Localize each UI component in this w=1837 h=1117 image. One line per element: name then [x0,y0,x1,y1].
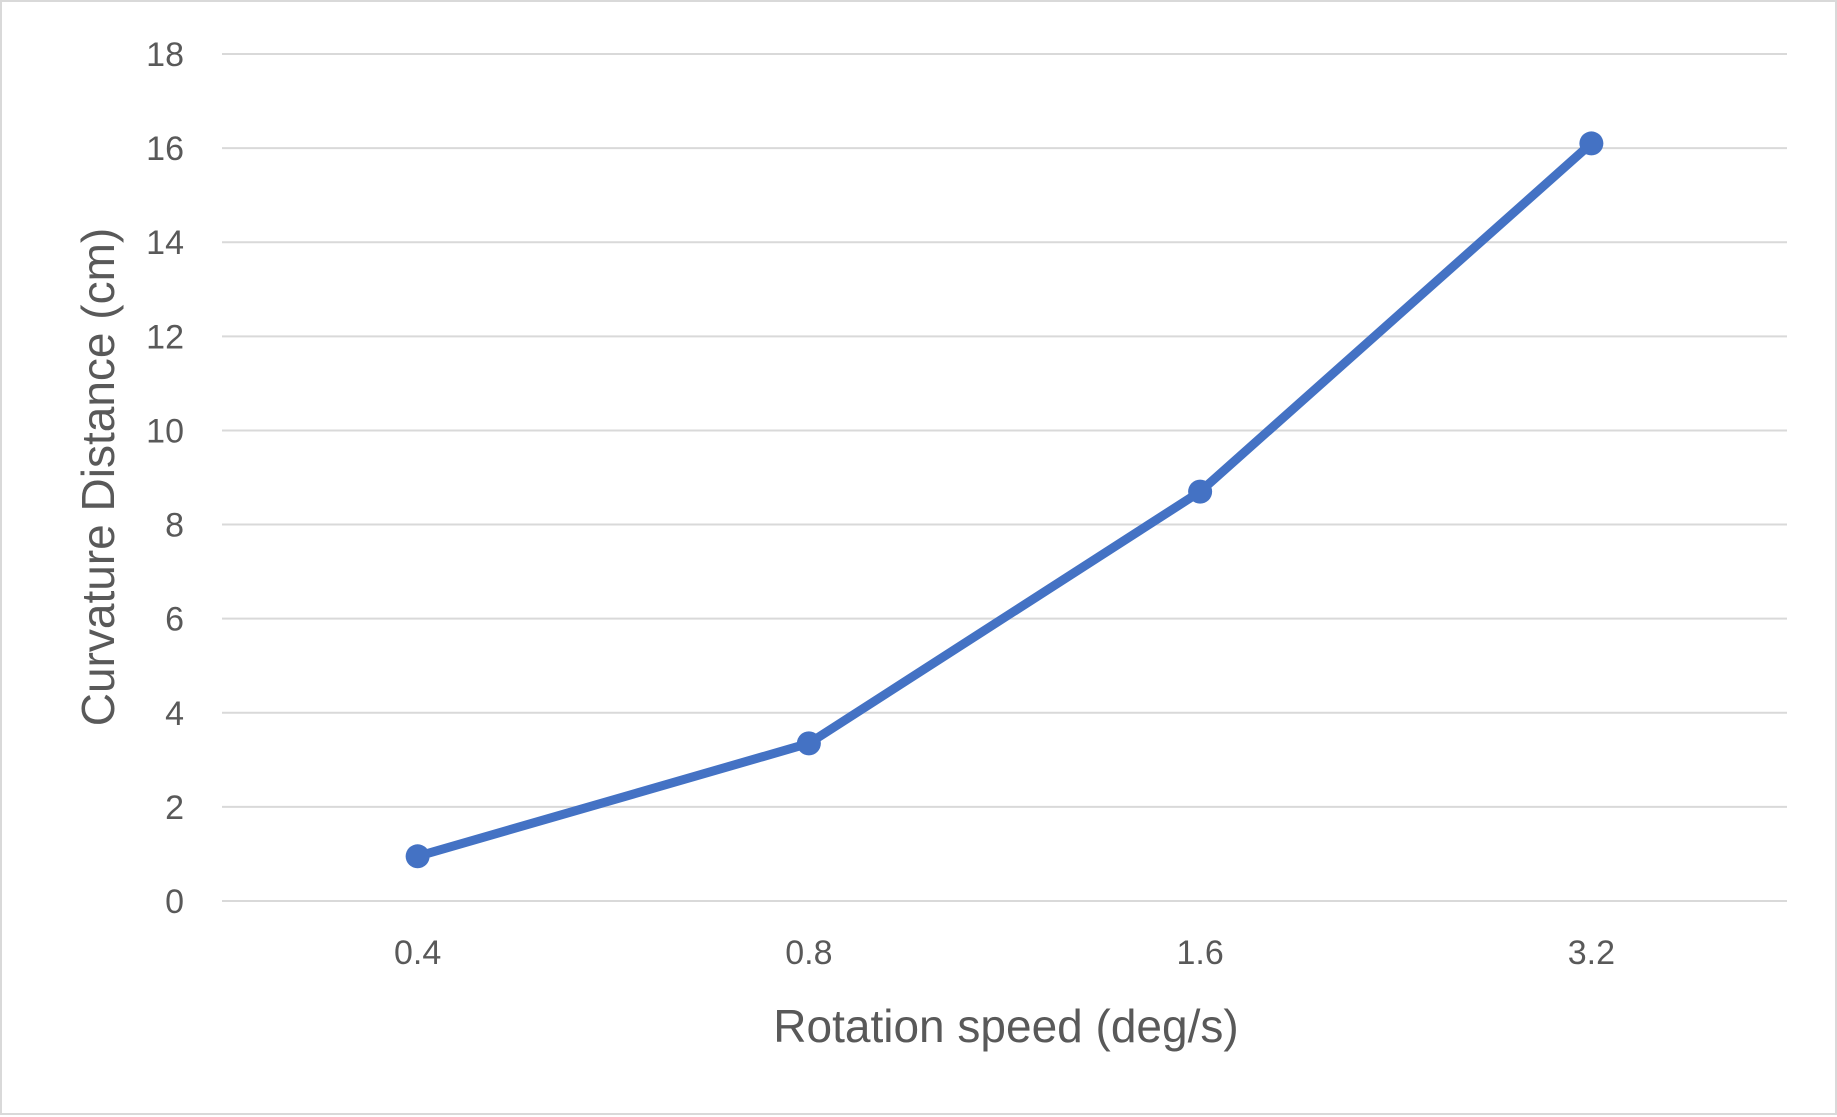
x-axis-title: Rotation speed (deg/s) [773,1000,1238,1052]
data-point [796,731,821,756]
data-point [1188,479,1213,504]
y-tick-label: 18 [146,36,184,74]
y-tick-label: 8 [165,507,184,545]
x-tick-label: 0.8 [785,934,832,972]
data-point [1579,131,1604,156]
gridlines [222,53,1787,902]
y-tick-label: 0 [165,883,184,921]
y-tick-label: 4 [165,695,184,733]
x-axis-tick-labels: 0.4 0.8 1.6 3.2 [394,934,1615,972]
series-layer [405,131,1604,869]
y-axis-title: Curvature Distance (cm) [72,228,124,726]
y-tick-label: 6 [165,601,184,639]
series-line [413,138,1596,861]
y-tick-label: 2 [165,789,184,827]
x-tick-label: 1.6 [1176,934,1223,972]
x-tick-label: 0.4 [394,934,441,972]
y-axis-tick-labels: 0 2 4 6 8 10 12 14 16 18 [146,36,184,921]
y-tick-label: 10 [146,412,184,450]
y-tick-label: 16 [146,130,184,168]
data-point [405,844,430,869]
y-tick-label: 12 [146,318,184,356]
y-tick-label: 14 [146,224,184,262]
x-tick-label: 3.2 [1568,934,1615,972]
